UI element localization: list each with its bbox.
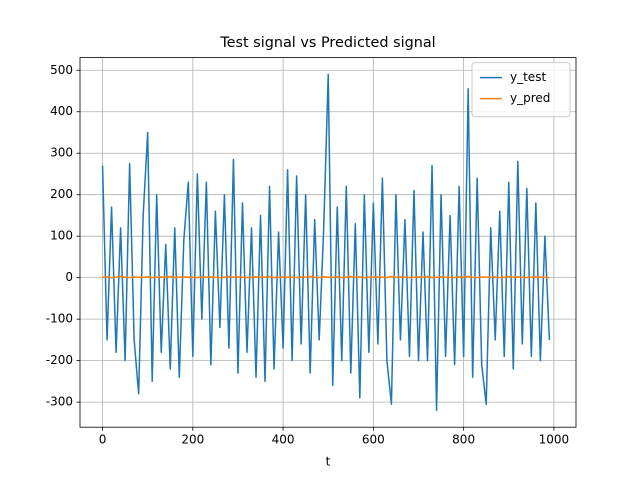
x-tick-label: 1000	[539, 433, 570, 447]
legend-label: y_test	[510, 70, 546, 84]
series-line	[102, 275, 550, 279]
x-tick-label: 0	[99, 433, 107, 447]
y-tick-label: 400	[50, 104, 73, 118]
axes-frame	[79, 57, 577, 428]
y-tick-label: -300	[46, 395, 73, 409]
y-tick-label: -100	[46, 312, 73, 326]
chart-title: Test signal vs Predicted signal	[219, 35, 435, 51]
x-tick-label: 200	[181, 433, 204, 447]
x-tick-label: 600	[362, 433, 385, 447]
y-tick-label: 500	[50, 63, 73, 77]
y-tick-label: 300	[50, 146, 73, 160]
legend-label: y_pred	[510, 91, 550, 105]
x-axis-label: t	[326, 455, 331, 469]
y-tick-label: 200	[50, 187, 73, 201]
y-tick-label: 100	[50, 229, 73, 243]
legend-box	[471, 62, 571, 118]
y-tick-label: -200	[46, 353, 73, 367]
x-tick-label: 400	[272, 433, 295, 447]
y-tick-label: 0	[65, 270, 73, 284]
x-tick-label: 800	[452, 433, 475, 447]
